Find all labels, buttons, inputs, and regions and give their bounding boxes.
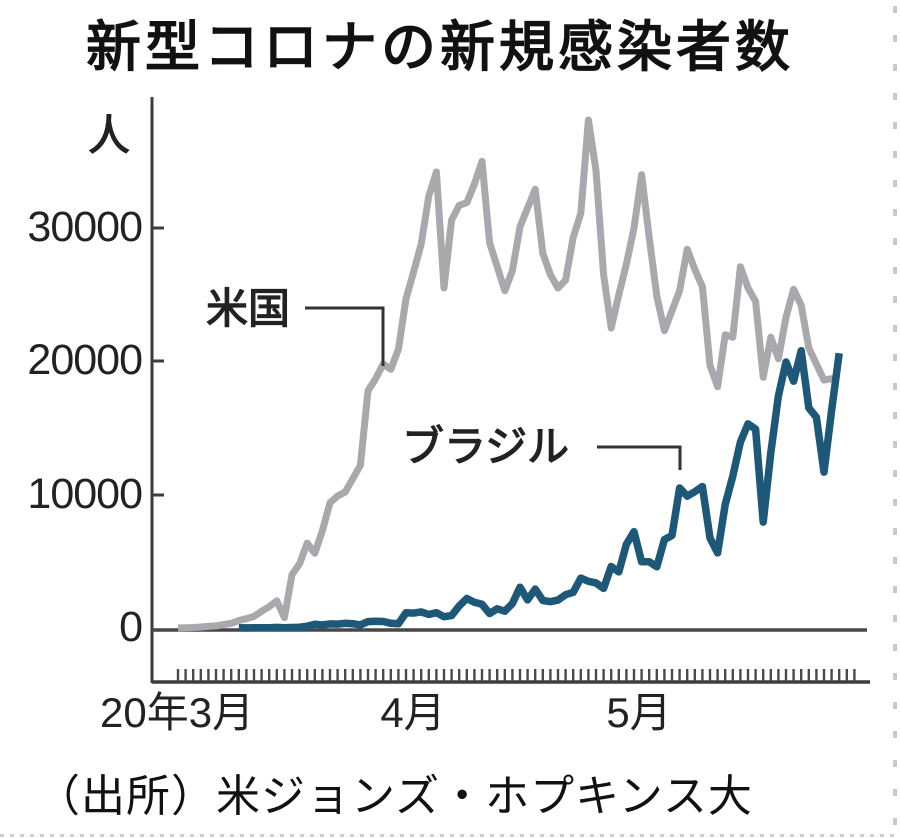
x-axis-minor-ticks [176,669,856,681]
x-label-may: 5月 [606,689,672,736]
x-label-march: 20年3月 [100,689,255,736]
series-label-us: 米国 [206,285,291,332]
y-axis-unit-label: 人 [88,112,131,159]
y-tick-10000: 10000 [27,470,143,518]
y-axis-ticks [152,226,164,497]
page-edge-bottom-dashes [0,834,900,837]
us-label-connector [305,306,385,366]
y-tick-20000: 20000 [27,336,143,384]
chart-title: 新型コロナの新規感染者数 [86,16,795,78]
us-series-line [177,116,840,632]
y-tick-0: 0 [119,603,143,651]
x-label-april: 4月 [380,689,446,736]
brazil-series-line [238,346,843,632]
page-edge-right-dashes [893,6,897,832]
source-note: （出所）米ジョンズ・ホプキンス大 [36,772,753,821]
series-label-brazil: ブラジル [402,423,570,470]
brazil-label-connector [597,445,682,470]
y-tick-30000: 30000 [27,203,143,251]
